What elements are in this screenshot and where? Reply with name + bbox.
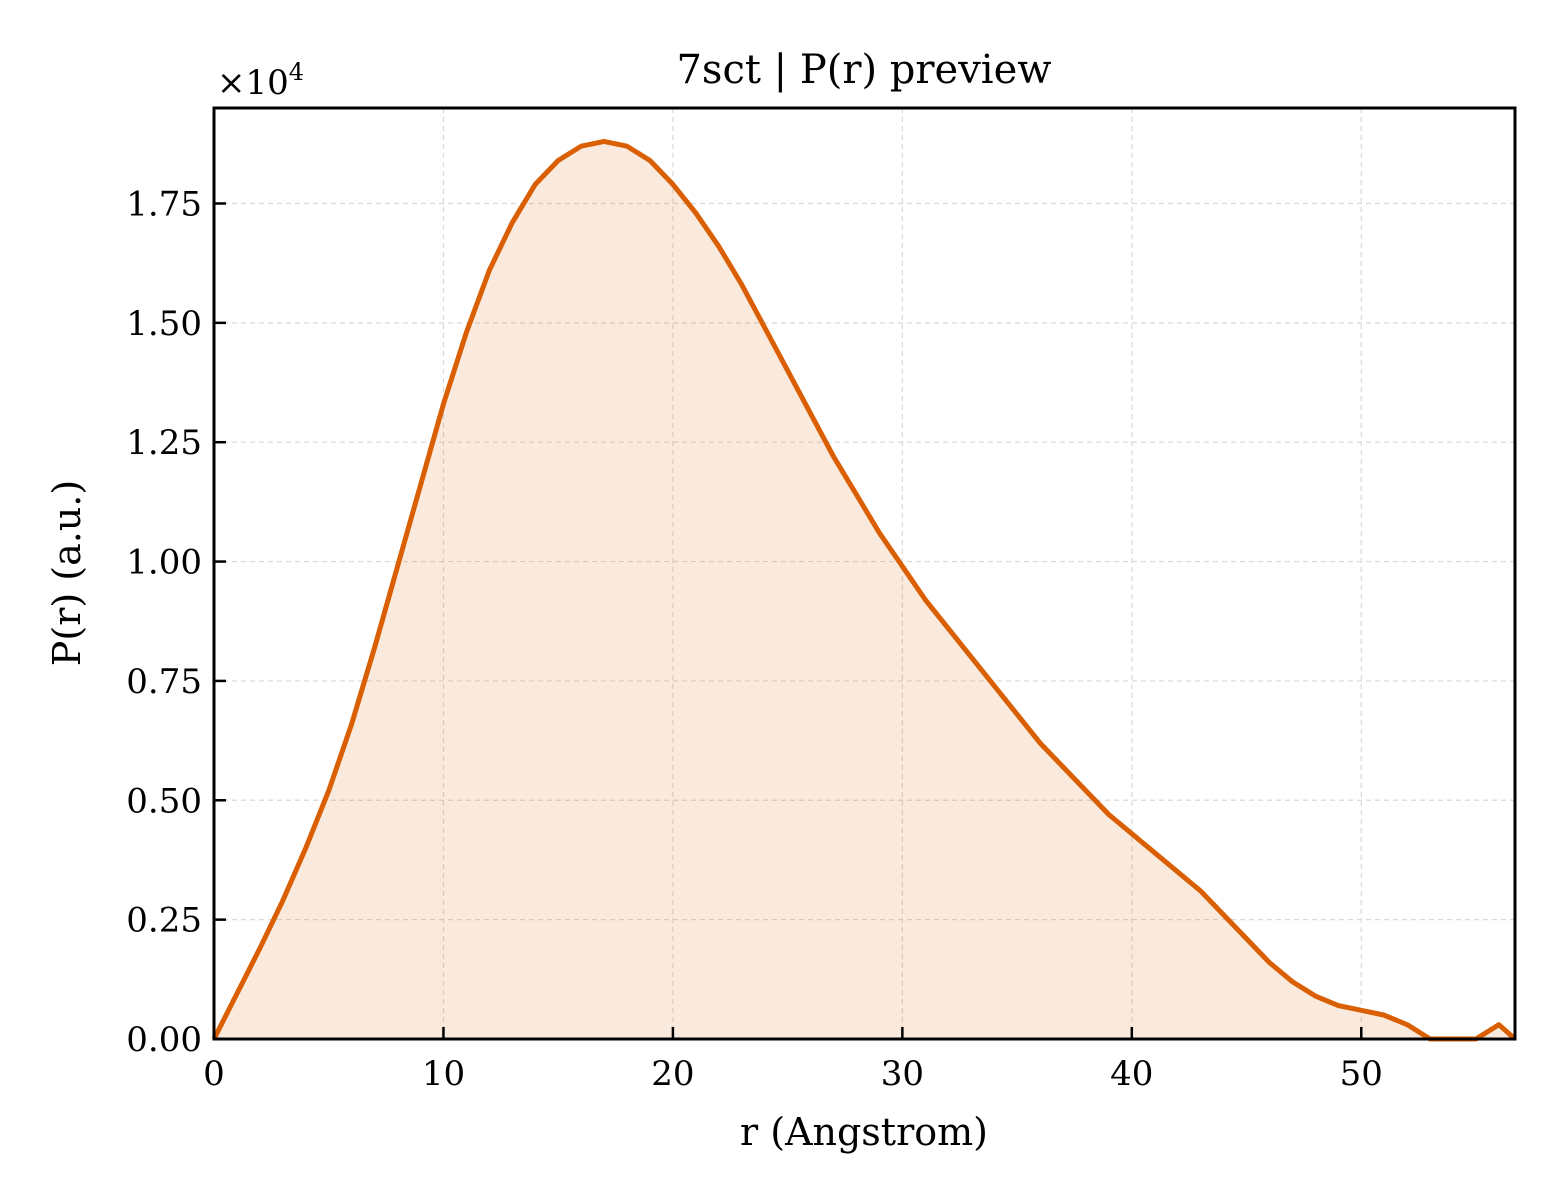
y-tick-label-0: 0.00 [126, 1020, 202, 1060]
grid-layer [214, 108, 1515, 1039]
area-fill [214, 141, 1515, 1040]
x-tick-label-5: 50 [1340, 1054, 1383, 1094]
y-tick-label-2: 0.50 [126, 781, 202, 821]
y-multiplier: ×104 [217, 58, 304, 103]
y-tick-label-6: 1.50 [126, 304, 202, 344]
y-multiplier-base: ×10 [217, 63, 289, 103]
x-axis-label: r (Angstrom) [740, 1110, 988, 1154]
x-tick-label-3: 30 [881, 1054, 924, 1094]
x-tick-label-1: 10 [422, 1054, 465, 1094]
y-tick-label-3: 0.75 [126, 662, 202, 702]
x-tick-label-2: 20 [651, 1054, 694, 1094]
y-axis-label: P(r) (a.u.) [45, 480, 89, 666]
y-tick-label-4: 1.00 [126, 543, 202, 583]
tick-layer: 0 10 20 30 40 50 0.00 0.25 0.50 0.75 1.00 1.25 1.50 1… [126, 184, 1383, 1094]
x-tick-label-4: 40 [1110, 1054, 1153, 1094]
series-line [211, 138, 1517, 1042]
y-tick-label-1: 0.25 [126, 901, 202, 941]
chart-title: 7sct | P(r) preview [676, 47, 1051, 93]
y-multiplier-exponent: 4 [289, 58, 304, 86]
plot-frame [212, 106, 1517, 1041]
x-tick-label-0: 0 [203, 1054, 225, 1094]
y-tick-label-7: 1.75 [126, 184, 202, 224]
y-tick-label-5: 1.25 [126, 423, 202, 463]
